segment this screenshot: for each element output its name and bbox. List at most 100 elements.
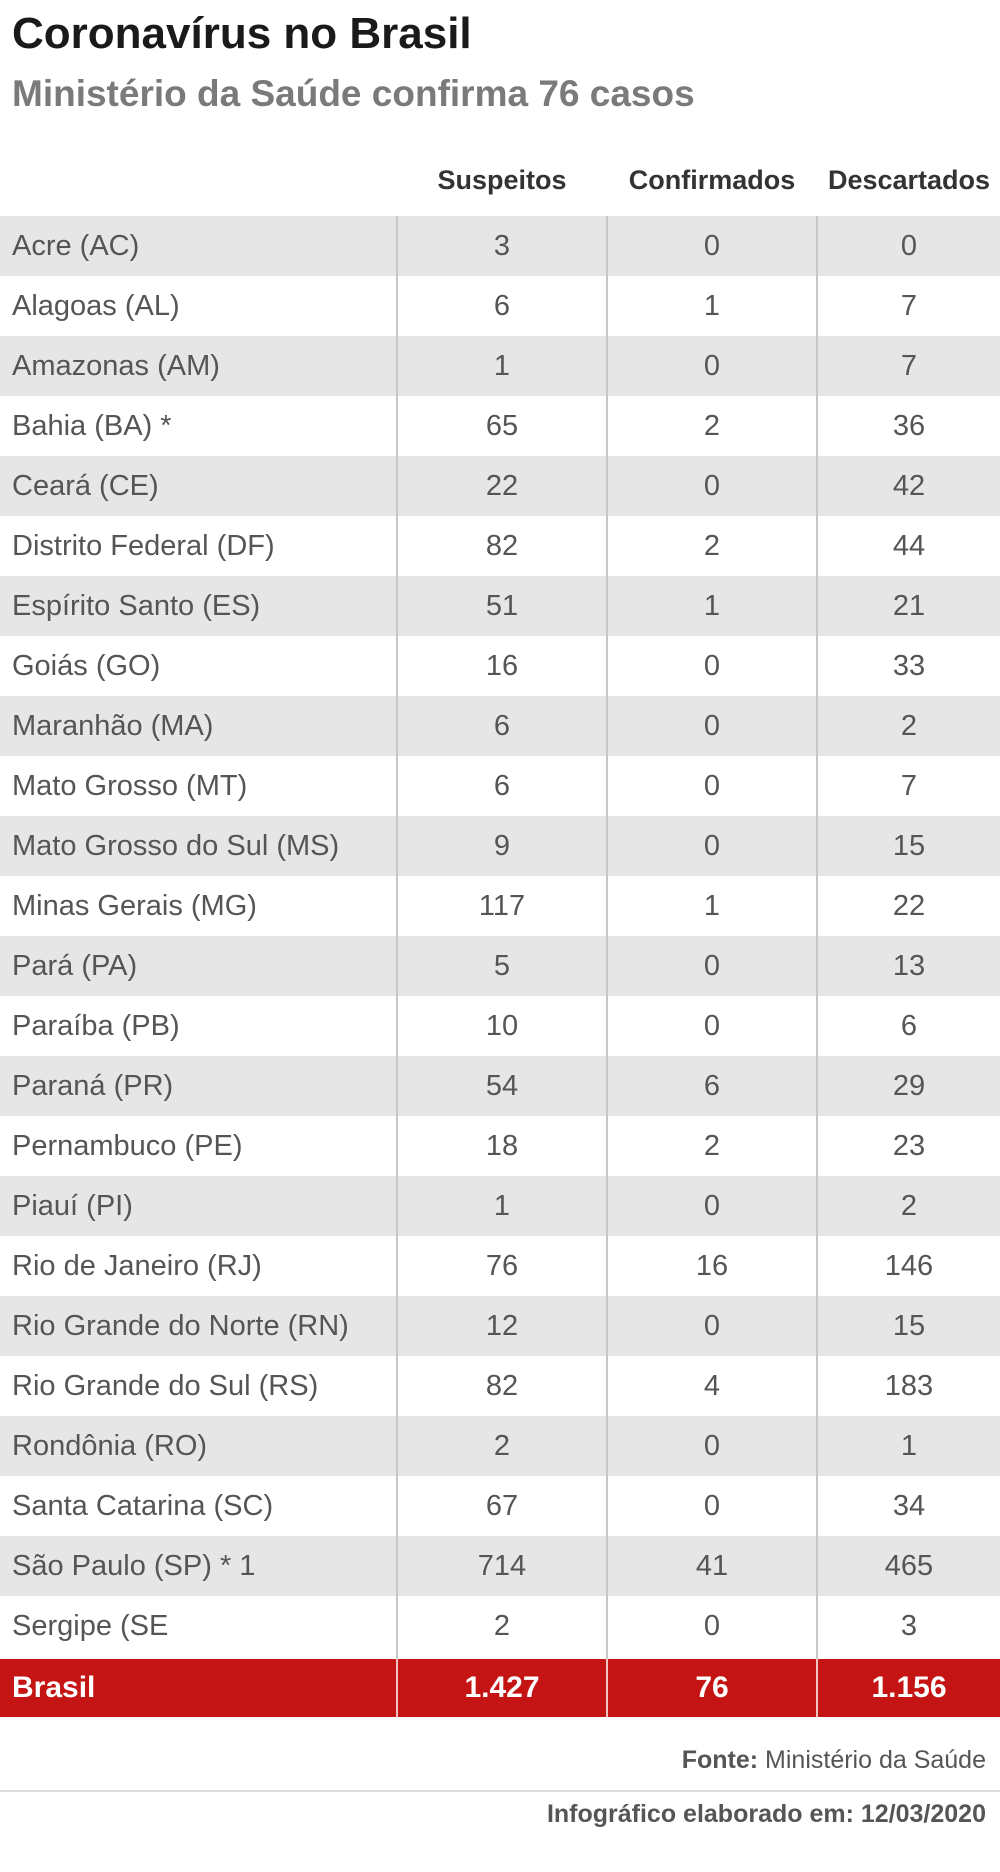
state-name: Maranhão (MA) <box>12 710 214 742</box>
descartados-value: 15 <box>892 1310 926 1342</box>
suspeitos-value: 51 <box>485 590 519 622</box>
confirmados-value: 1 <box>703 890 721 922</box>
confirmados-value: 0 <box>703 710 721 742</box>
descartados-value: 33 <box>892 650 926 682</box>
suspeitos-value: 2 <box>493 1610 511 1642</box>
source-note: Fonte: Ministério da Saúde <box>682 1746 986 1775</box>
state-name: Goiás (GO) <box>12 650 161 682</box>
table-row: Paraíba (PB) 10 0 6 <box>0 996 1000 1056</box>
descartados-value: 3 <box>900 1610 918 1642</box>
confirmados-value: 2 <box>703 410 721 442</box>
descartados-value: 465 <box>884 1550 934 1582</box>
descartados-value: 1 <box>900 1430 918 1462</box>
suspeitos-value: 65 <box>485 410 519 442</box>
table-row: Santa Catarina (SC) 67 0 34 <box>0 1476 1000 1536</box>
descartados-value: 23 <box>892 1130 926 1162</box>
state-name: Rio Grande do Sul (RS) <box>12 1370 319 1402</box>
suspeitos-value: 6 <box>493 290 511 322</box>
state-name: Paraíba (PB) <box>12 1010 180 1042</box>
table-row: São Paulo (SP) * 1 714 41 465 <box>0 1536 1000 1596</box>
state-name: Mato Grosso (MT) <box>12 770 248 802</box>
table-row: Mato Grosso do Sul (MS) 9 0 15 <box>0 816 1000 876</box>
suspeitos-value: 18 <box>485 1130 519 1162</box>
suspeitos-value: 9 <box>493 830 511 862</box>
state-name: Mato Grosso do Sul (MS) <box>12 830 340 862</box>
suspeitos-value: 22 <box>485 470 519 502</box>
state-name: Acre (AC) <box>12 230 140 262</box>
total-label: Brasil <box>12 1671 96 1704</box>
column-header-descartados: Descartados <box>827 165 991 195</box>
table-row: Minas Gerais (MG) 117 1 22 <box>0 876 1000 936</box>
confirmados-value: 6 <box>703 1070 721 1102</box>
suspeitos-value: 16 <box>485 650 519 682</box>
table-row: Rio Grande do Sul (RS) 82 4 183 <box>0 1356 1000 1416</box>
descartados-value: 0 <box>900 230 918 262</box>
suspeitos-value: 76 <box>485 1250 519 1282</box>
confirmados-value: 0 <box>703 350 721 382</box>
state-name: Minas Gerais (MG) <box>12 890 257 922</box>
descartados-value: 44 <box>892 530 926 562</box>
descartados-value: 13 <box>892 950 926 982</box>
confirmados-value: 0 <box>703 1610 721 1642</box>
table-row: Bahia (BA) * 65 2 36 <box>0 396 1000 456</box>
descartados-value: 183 <box>884 1370 934 1402</box>
descartados-value: 21 <box>892 590 926 622</box>
total-suspeitos: 1.427 <box>464 1671 540 1704</box>
table-row: Amazonas (AM) 1 0 7 <box>0 336 1000 396</box>
total-confirmados: 76 <box>695 1671 729 1704</box>
state-name: Distrito Federal (DF) <box>12 530 275 562</box>
confirmados-value: 16 <box>695 1250 729 1282</box>
suspeitos-value: 12 <box>485 1310 519 1342</box>
confirmados-value: 0 <box>703 770 721 802</box>
column-header-confirmados: Confirmados <box>628 165 796 195</box>
descartados-value: 2 <box>900 710 918 742</box>
total-divider <box>396 1659 398 1717</box>
confirmados-value: 0 <box>703 1430 721 1462</box>
table-row: Distrito Federal (DF) 82 2 44 <box>0 516 1000 576</box>
column-header-suspeitos: Suspeitos <box>437 165 567 195</box>
state-name: Paraná (PR) <box>12 1070 174 1102</box>
descartados-value: 29 <box>892 1070 926 1102</box>
table-row: Mato Grosso (MT) 6 0 7 <box>0 756 1000 816</box>
suspeitos-value: 117 <box>478 890 526 922</box>
suspeitos-value: 2 <box>493 1430 511 1462</box>
state-name: Rondônia (RO) <box>12 1430 208 1462</box>
confirmados-value: 2 <box>703 530 721 562</box>
table-row: Pará (PA) 5 0 13 <box>0 936 1000 996</box>
confirmados-value: 0 <box>703 1010 721 1042</box>
total-divider <box>816 1659 818 1717</box>
state-name: Rio Grande do Norte (RN) <box>12 1310 349 1342</box>
table-row: Maranhão (MA) 6 0 2 <box>0 696 1000 756</box>
state-name: Pernambuco (PE) <box>12 1130 243 1162</box>
state-name: Pará (PA) <box>12 950 138 982</box>
descartados-value: 15 <box>892 830 926 862</box>
suspeitos-value: 10 <box>485 1010 519 1042</box>
suspeitos-value: 1 <box>493 1190 511 1222</box>
descartados-value: 7 <box>900 290 918 322</box>
table-row: Espírito Santo (ES) 51 1 21 <box>0 576 1000 636</box>
total-descartados: 1.156 <box>871 1671 947 1704</box>
confirmados-value: 0 <box>703 650 721 682</box>
source-label: Fonte: <box>681 1746 759 1774</box>
table-row: Goiás (GO) 16 0 33 <box>0 636 1000 696</box>
table-row: Paraná (PR) 54 6 29 <box>0 1056 1000 1116</box>
suspeitos-value: 3 <box>493 230 511 262</box>
suspeitos-value: 54 <box>485 1070 519 1102</box>
descartados-value: 7 <box>900 770 918 802</box>
confirmados-value: 0 <box>703 1190 721 1222</box>
confirmados-value: 0 <box>703 1310 721 1342</box>
confirmados-value: 41 <box>695 1550 729 1582</box>
confirmados-value: 1 <box>703 290 721 322</box>
state-name: Alagoas (AL) <box>12 290 180 322</box>
confirmados-value: 4 <box>703 1370 721 1402</box>
footer-divider <box>0 1790 1000 1792</box>
descartados-value: 42 <box>892 470 926 502</box>
table-row: Rio de Janeiro (RJ) 76 16 146 <box>0 1236 1000 1296</box>
total-divider <box>606 1659 608 1717</box>
table-row: Rio Grande do Norte (RN) 12 0 15 <box>0 1296 1000 1356</box>
cases-table: Acre (AC) 3 0 0 Alagoas (AL) 6 1 7 Amazonas (AM)… <box>0 216 1000 1656</box>
descartados-value: 22 <box>892 890 926 922</box>
state-name: Rio de Janeiro (RJ) <box>12 1250 262 1282</box>
state-name: Piauí (PI) <box>12 1190 133 1222</box>
suspeitos-value: 6 <box>493 770 511 802</box>
